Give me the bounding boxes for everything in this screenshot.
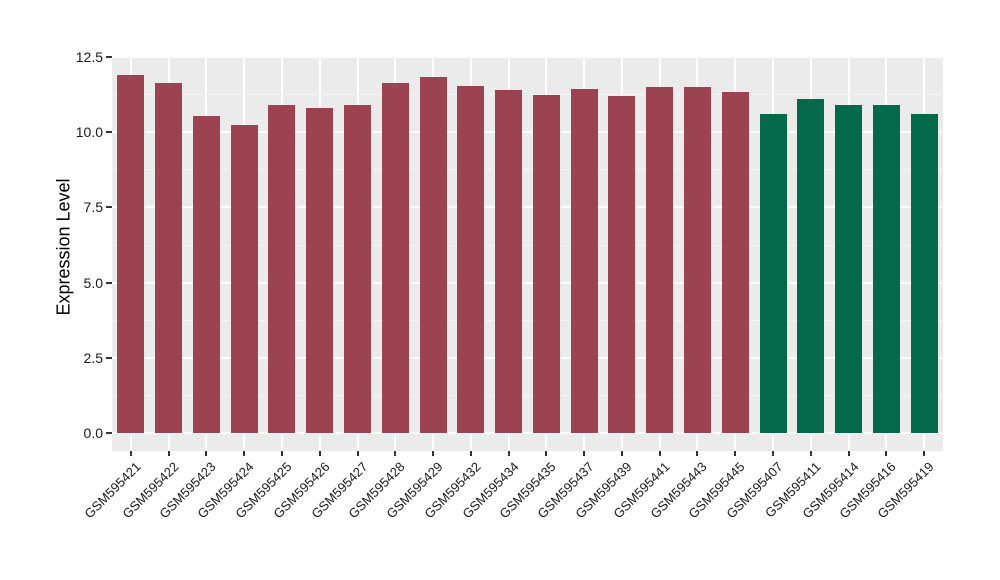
x-tick xyxy=(394,451,397,456)
bar xyxy=(268,105,296,433)
bar xyxy=(797,99,825,433)
bar xyxy=(192,115,220,433)
y-tick xyxy=(106,206,112,209)
x-tick xyxy=(432,451,435,456)
x-tick xyxy=(507,451,510,456)
bar xyxy=(381,82,409,433)
bar xyxy=(457,85,485,433)
bar xyxy=(306,108,334,433)
x-tick xyxy=(469,451,472,456)
x-tick xyxy=(243,451,246,456)
y-tick xyxy=(106,131,112,134)
y-tick-label: 10.0 xyxy=(75,124,103,141)
gridline-minor-h xyxy=(112,394,943,396)
x-tick xyxy=(318,451,321,456)
gridline-major-h xyxy=(112,131,943,134)
y-tick xyxy=(106,56,112,58)
bar xyxy=(532,94,560,433)
y-tick-label: 12.5 xyxy=(75,49,103,65)
bar xyxy=(910,114,938,433)
bar xyxy=(608,96,636,433)
x-tick xyxy=(620,451,623,456)
bar xyxy=(419,76,447,433)
gridline-minor-h xyxy=(112,319,943,321)
bar xyxy=(721,91,749,433)
bar xyxy=(495,90,523,433)
gridline-major-h xyxy=(112,432,943,434)
y-tick-label: 0.0 xyxy=(83,425,103,441)
bar xyxy=(835,105,863,433)
bar xyxy=(117,75,145,433)
gridline-minor-h xyxy=(112,244,943,246)
y-tick xyxy=(106,432,112,434)
x-tick xyxy=(205,451,208,456)
bar xyxy=(646,87,674,433)
x-tick xyxy=(583,451,586,456)
x-tick xyxy=(129,451,132,456)
x-tick xyxy=(356,451,359,456)
gridline-minor-h xyxy=(112,169,943,171)
y-tick xyxy=(106,281,112,284)
x-tick xyxy=(923,451,926,456)
bar xyxy=(230,124,258,433)
y-tick-label: 5.0 xyxy=(83,274,103,291)
bar xyxy=(872,105,900,433)
gridline-major-h xyxy=(112,56,943,58)
gridline-major-h xyxy=(112,281,943,284)
x-tick xyxy=(772,451,775,456)
bar xyxy=(155,82,183,433)
x-tick xyxy=(885,451,888,456)
y-tick xyxy=(106,356,112,359)
plot-panel xyxy=(112,56,943,451)
gridline-minor-h xyxy=(112,94,943,96)
bar xyxy=(683,87,711,433)
x-tick xyxy=(280,451,283,456)
bar xyxy=(570,88,598,433)
gridline-major-h xyxy=(112,206,943,209)
bar xyxy=(759,114,787,433)
y-tick-label: 7.5 xyxy=(83,199,103,216)
x-tick xyxy=(545,451,548,456)
bar xyxy=(344,105,372,433)
x-tick xyxy=(809,451,812,456)
x-tick xyxy=(696,451,699,456)
x-tick xyxy=(847,451,850,456)
x-tick xyxy=(167,451,170,456)
x-tick xyxy=(734,451,737,456)
x-tick xyxy=(658,451,661,456)
y-tick-label: 2.5 xyxy=(83,349,103,366)
gridline-major-h xyxy=(112,356,943,359)
